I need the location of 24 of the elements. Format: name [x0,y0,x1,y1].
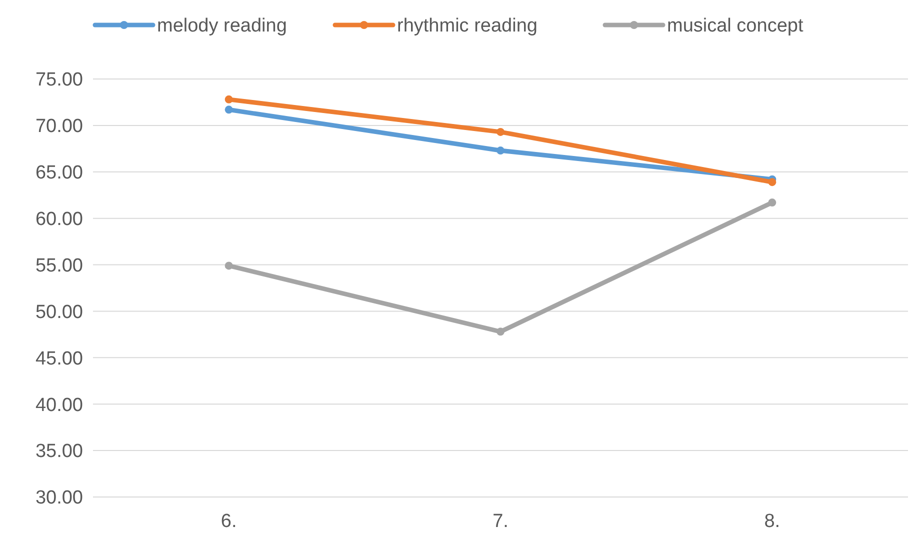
point [224,262,233,270]
y-tick-label: 50.00 [35,302,83,323]
point [768,178,776,186]
point [496,146,504,155]
legend-label: melody reading [157,16,287,37]
legend-label: musical concept [667,16,804,37]
y-tick-label: 65.00 [35,162,83,184]
y-tick-label: 55.00 [35,255,83,276]
x-tick-label: 7. [492,511,508,532]
legend-label: rhythmic reading [397,16,538,37]
y-tick-label: 75.00 [35,70,83,91]
y-tick-label: 30.00 [35,488,83,509]
x-tick-label: 6. [220,511,237,532]
point [224,106,233,114]
point [224,95,233,104]
y-tick-label: 40.00 [35,394,83,416]
point [496,128,504,136]
point [496,328,504,336]
y-tick-label: 35.00 [35,441,83,462]
y-tick-label: 45.00 [35,348,83,370]
y-tick-label: 60.00 [35,208,83,230]
x-tick-label: 8. [764,511,780,532]
point [768,198,776,207]
y-tick-label: 70.00 [35,116,83,138]
